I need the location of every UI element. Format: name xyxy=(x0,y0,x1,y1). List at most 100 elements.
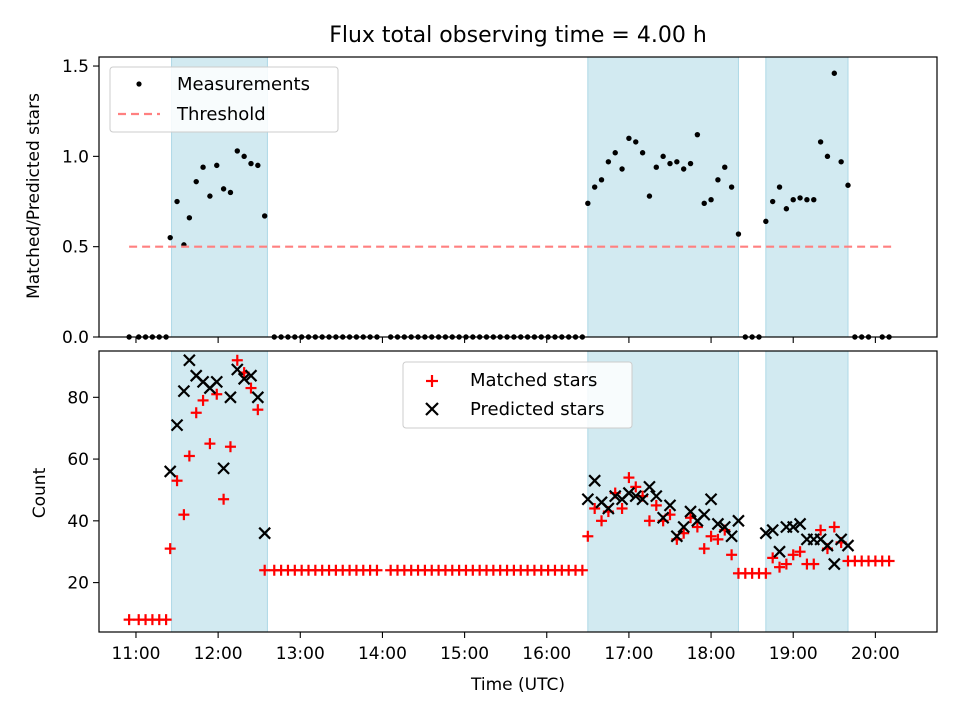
measurement-point xyxy=(811,197,817,203)
predicted-stars-point xyxy=(828,557,841,571)
predicted-stars-point xyxy=(231,363,244,376)
predicted-stars-point xyxy=(704,492,718,506)
measurement-point xyxy=(797,195,803,201)
predicted-stars-point xyxy=(718,520,732,534)
matched-stars-point xyxy=(245,382,257,394)
measurement-point xyxy=(591,184,598,190)
matched-stars-point xyxy=(643,515,655,527)
y-tick-label: 20 xyxy=(67,574,89,594)
matched-stars-point xyxy=(123,614,135,626)
matched-stars-point xyxy=(190,407,202,419)
matched-stars-point xyxy=(691,521,703,533)
matched-stars-point xyxy=(787,549,799,561)
measurement-point xyxy=(186,215,193,221)
predicted-stars-point xyxy=(237,372,251,386)
measurement-point xyxy=(728,184,735,190)
predicted-stars-point xyxy=(588,474,601,487)
x-tick-label: 19:00 xyxy=(769,644,818,664)
measurement-point xyxy=(167,234,173,241)
shaded-intervals-bottom xyxy=(171,350,849,633)
predicted-stars-point xyxy=(258,526,271,540)
bottom-plot-frame xyxy=(98,350,938,633)
matched-stars-point xyxy=(774,561,786,573)
x-ticks-bottom: 11:00 12:00 13:00 14:00 15:00 16:00 17:00 18:00… xyxy=(111,632,900,664)
matched-stars-point xyxy=(252,404,264,416)
measurement-point xyxy=(598,177,605,183)
top-plot-frame xyxy=(98,56,938,338)
x-tick-label: 12:00 xyxy=(194,644,243,664)
predicted-stars-point xyxy=(732,514,745,528)
matched-stars-point xyxy=(178,509,190,521)
legend-label-predicted-stars: Predicted stars xyxy=(470,399,604,420)
matched-stars-point xyxy=(780,558,792,570)
legend-label-matched-stars: Matched stars xyxy=(470,370,597,391)
y-tick-label: 1.0 xyxy=(62,147,89,167)
measurement-point xyxy=(646,193,653,199)
matched-stars-point xyxy=(630,481,642,493)
matched-stars-point xyxy=(808,558,820,570)
measurement-point xyxy=(804,197,810,203)
matched-stars-point xyxy=(204,438,216,450)
matched-stars-point xyxy=(883,555,895,567)
predicted-stars-point xyxy=(670,529,684,543)
measurement-point xyxy=(174,198,180,205)
y-axis-label-ratio: Matched/Predicted stars xyxy=(24,93,44,299)
matched-stars-point xyxy=(712,533,724,545)
matched-stars-point xyxy=(828,521,840,533)
predicted-stars-point xyxy=(251,391,265,404)
y-tick-label: 0.0 xyxy=(62,328,89,348)
shaded-interval-3 xyxy=(765,350,849,633)
measurement-point xyxy=(674,159,680,165)
measurement-point xyxy=(234,148,240,154)
predicted-stars-point xyxy=(786,520,800,534)
predicted-stars-point xyxy=(224,391,237,404)
measurement-point xyxy=(227,189,234,196)
predicted-stars-point xyxy=(244,369,258,382)
measurement-point xyxy=(660,153,666,160)
measurements-legend-marker xyxy=(136,81,142,87)
predicted-stars-point xyxy=(725,529,738,543)
predicted-stars-point xyxy=(177,384,191,398)
measurement-point xyxy=(687,160,694,167)
measurement-point xyxy=(763,218,769,225)
predicted-stars-point xyxy=(602,502,615,515)
matched-stars-point xyxy=(371,564,383,576)
predicted-stars-point xyxy=(183,353,196,367)
y-tick-label: 40 xyxy=(67,512,89,532)
shaded-interval-2 xyxy=(587,56,739,338)
shaded-interval-3 xyxy=(765,56,849,338)
x-axis-label-time: Time (UTC) xyxy=(470,675,565,695)
matched-stars-point xyxy=(211,388,223,400)
measurement-point xyxy=(255,162,261,169)
predicted-stars-point xyxy=(656,511,670,525)
matched-stars-point xyxy=(616,502,628,514)
chart-title: Flux total observing time = 4.00 h xyxy=(329,23,707,48)
x-tick-label: 15:00 xyxy=(440,644,489,664)
matched-stars-point xyxy=(589,502,601,514)
predicted-stars-point xyxy=(170,418,184,432)
x-tick-label: 18:00 xyxy=(687,644,736,664)
predicted-stars-legend-marker xyxy=(425,402,439,416)
shaded-intervals-top xyxy=(171,56,849,338)
top-panel: Flux total observing time = 4.00 h Match… xyxy=(24,23,938,348)
measurement-point xyxy=(701,200,707,207)
measurement-point xyxy=(626,135,632,141)
predicted-stars-point xyxy=(759,526,773,540)
matched-stars-point xyxy=(218,493,230,505)
x-tick-label: 20:00 xyxy=(851,644,900,664)
predicted-stars-point xyxy=(697,508,711,521)
predicted-stars-point xyxy=(841,539,855,552)
matched-stars-point xyxy=(224,441,236,453)
measurement-point xyxy=(653,164,659,170)
predicted-stars-point xyxy=(217,462,230,475)
x-tick-label: 13:00 xyxy=(276,644,325,664)
measurement-point xyxy=(722,164,728,170)
matched-stars-point xyxy=(582,530,594,542)
predicted-stars-point xyxy=(629,489,643,503)
matched-stars-point xyxy=(171,475,183,487)
y-tick-label: 60 xyxy=(67,450,89,470)
measurement-point xyxy=(605,159,612,165)
matched-stars-legend-marker xyxy=(426,375,438,387)
measurement-point xyxy=(694,131,701,138)
